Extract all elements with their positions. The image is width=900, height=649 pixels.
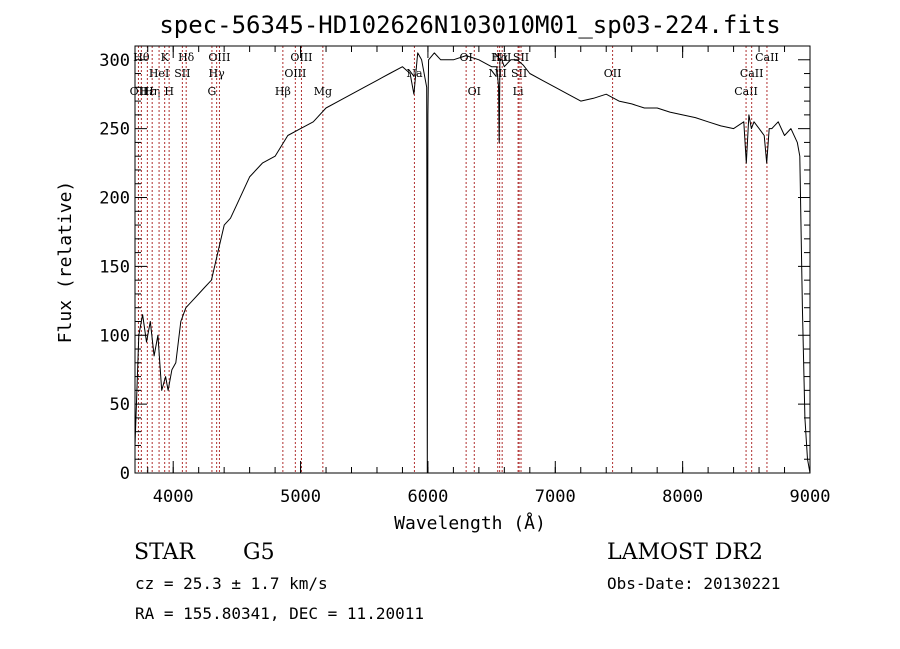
line-marker-label: Hη bbox=[144, 85, 160, 98]
line-marker-label: K bbox=[161, 51, 170, 64]
y-tick-label: 50 bbox=[110, 395, 130, 415]
object-subclass: G5 bbox=[243, 540, 275, 565]
x-tick-label: 5000 bbox=[280, 487, 321, 507]
line-marker-label: OI bbox=[468, 85, 481, 98]
line-marker-label: OII bbox=[604, 67, 622, 80]
object-class: STAR bbox=[134, 540, 195, 565]
line-marker-label: Li bbox=[513, 85, 524, 98]
x-axis-label: Wavelength (Å) bbox=[394, 512, 546, 534]
y-tick-label: 150 bbox=[99, 257, 130, 277]
line-marker-label: Mg bbox=[314, 85, 332, 98]
obs-date-text: Obs-Date: 20130221 bbox=[607, 574, 781, 593]
line-marker-label: Hβ bbox=[275, 85, 291, 98]
line-marker-label: OIII bbox=[284, 67, 306, 80]
line-marker-label: CaII bbox=[734, 85, 758, 98]
redshift-text: cz = 25.3 ± 1.7 km/s bbox=[135, 574, 328, 593]
coordinates-text: RA = 155.80341, DEC = 11.20011 bbox=[135, 604, 424, 623]
chart-title: spec-56345-HD102626N103010M01_sp03-224.f… bbox=[159, 11, 780, 39]
line-marker-label: Hε bbox=[140, 85, 156, 98]
line-marker-label: Na bbox=[406, 67, 423, 80]
line-marker-label: Hα bbox=[491, 51, 509, 64]
line-markers: OIIHθHεHηHeIKHSIIHδGHγOIIIHβOIIIOIIIMgNa… bbox=[130, 46, 779, 473]
y-axis-label: Flux (relative) bbox=[55, 181, 76, 344]
y-axis: 0 50 100 150 200 250 300 bbox=[99, 51, 810, 484]
line-marker-label: H bbox=[164, 85, 174, 98]
line-marker-label: NII bbox=[493, 51, 511, 64]
y-tick-label: 0 bbox=[120, 464, 130, 484]
line-marker-label: OII bbox=[130, 85, 148, 98]
survey-name: LAMOST DR2 bbox=[607, 540, 763, 565]
line-marker-label: OIII bbox=[290, 51, 312, 64]
line-marker-label: OIII bbox=[208, 51, 230, 64]
line-marker-label: SII bbox=[511, 67, 527, 80]
line-marker-label: Hγ bbox=[209, 67, 226, 80]
x-tick-label: 7000 bbox=[535, 487, 576, 507]
line-marker-label: Hθ bbox=[133, 51, 150, 64]
line-marker-label: SII bbox=[513, 51, 529, 64]
y-tick-label: 100 bbox=[99, 326, 130, 346]
line-marker-label: OI bbox=[459, 51, 472, 64]
line-marker-label: G bbox=[208, 85, 217, 98]
plot-frame bbox=[134, 45, 811, 474]
spectrum-series bbox=[134, 52, 811, 474]
x-tick-label: 6000 bbox=[407, 487, 448, 507]
x-tick-label: 8000 bbox=[662, 487, 703, 507]
spectrum-line bbox=[134, 52, 811, 474]
y-tick-label: 250 bbox=[99, 120, 130, 140]
x-tick-label: 9000 bbox=[790, 487, 831, 507]
line-marker-label: HeI bbox=[149, 67, 169, 80]
x-axis: 4000 5000 6000 7000 8000 9000 bbox=[147, 46, 831, 507]
x-tick-label: 4000 bbox=[153, 487, 194, 507]
line-marker-label: CaII bbox=[740, 67, 764, 80]
line-marker-label: CaII bbox=[755, 51, 779, 64]
line-marker-label: Hδ bbox=[178, 51, 195, 64]
y-tick-label: 300 bbox=[99, 51, 130, 71]
y-tick-label: 200 bbox=[99, 189, 130, 209]
line-marker-label: SII bbox=[174, 67, 190, 80]
